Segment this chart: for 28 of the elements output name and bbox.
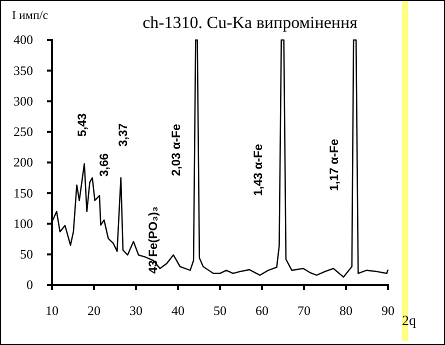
x-tick-label: 40 <box>172 303 184 318</box>
x-tick-label: 50 <box>214 303 226 318</box>
x-tick-label: 90 <box>382 303 394 318</box>
x-tick-label: 60 <box>256 303 268 318</box>
y-tick-label: 150 <box>14 185 33 200</box>
annotation: 1,43 α-Fe <box>251 144 265 196</box>
annotation: 1,17 α-Fe <box>327 138 341 192</box>
y-tick-label: 400 <box>14 32 33 48</box>
x-tick-label: 20 <box>88 303 100 318</box>
y-axis-title: І имп/с <box>12 8 48 22</box>
y-tick-label: 0 <box>26 277 33 292</box>
x-tick-label: 80 <box>340 303 352 318</box>
x-tick-label: 30 <box>130 303 142 318</box>
y-tick-label: 100 <box>14 216 33 231</box>
y-tick-label: 250 <box>14 124 33 140</box>
y-tick-label: 300 <box>14 93 33 108</box>
annotation: 43 Fe(PO₃)₃ <box>146 206 160 274</box>
annotation: 2,03 α-Fe <box>169 124 183 176</box>
annotation: 5,43 <box>75 113 89 137</box>
x-tick-label: 70 <box>298 303 310 318</box>
annotation: 3,37 <box>116 123 130 147</box>
x-axis-title: 2q <box>402 314 416 329</box>
y-tick-label: 50 <box>20 246 33 262</box>
chart-title: ch-1310. Cu-Ka випромінення <box>142 13 358 32</box>
x-tick-label: 10 <box>46 303 58 318</box>
y-tick-label: 350 <box>14 62 33 78</box>
annotation: 3,66 <box>97 153 111 177</box>
y-tick-label: 200 <box>14 154 33 170</box>
